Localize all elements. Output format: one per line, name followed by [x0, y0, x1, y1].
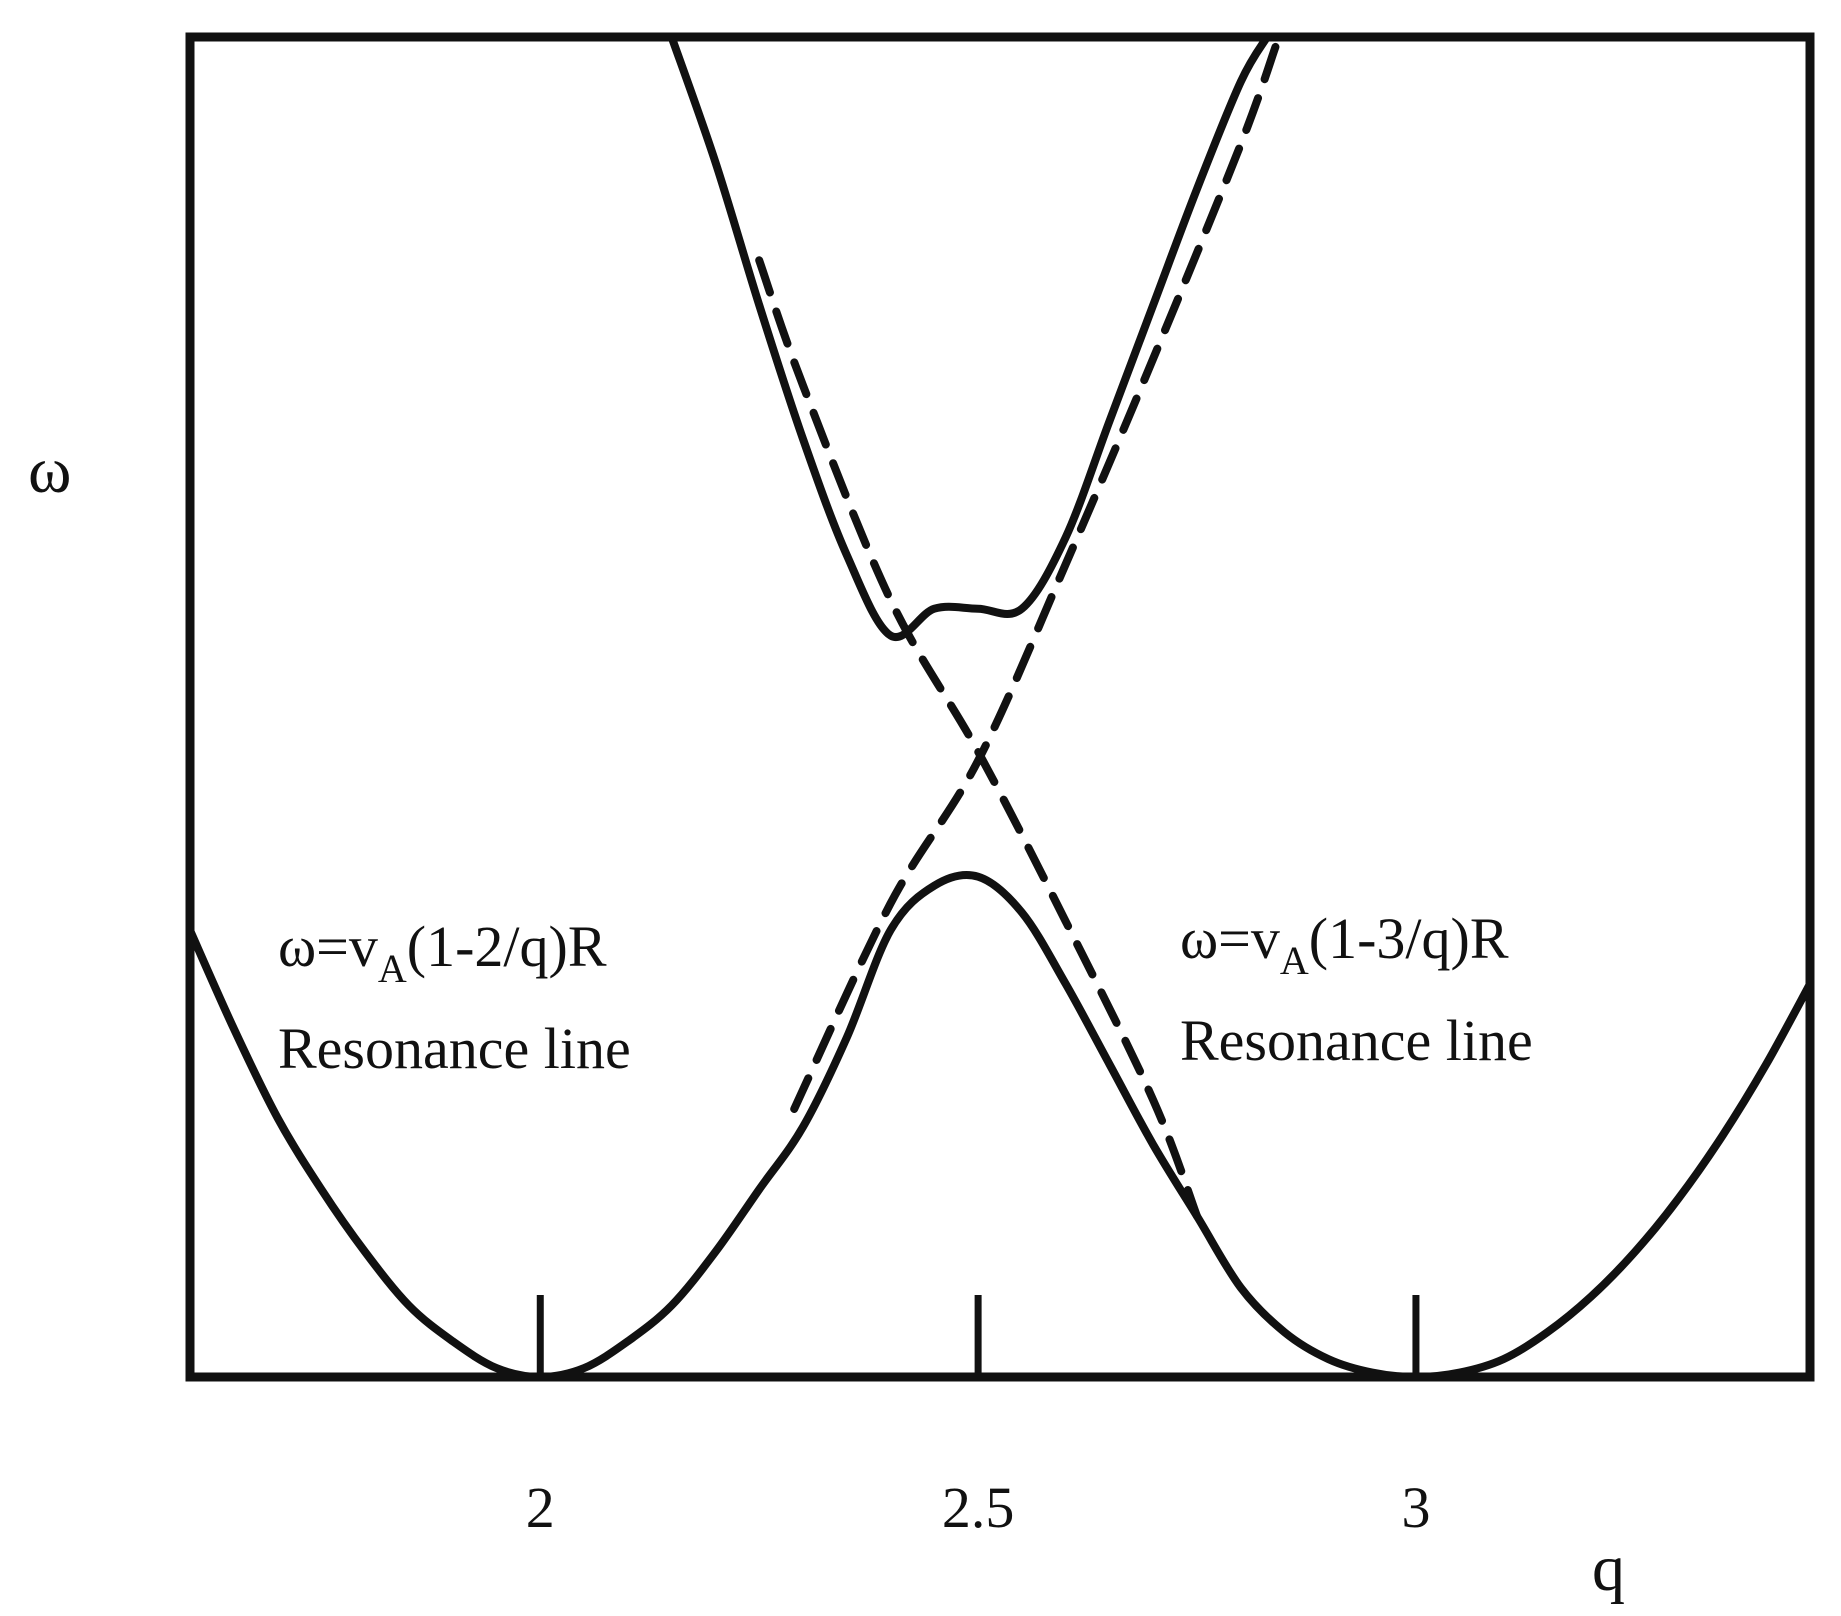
left-formula-suffix: (1-2/q)R [407, 914, 607, 979]
right-formula-prefix: ω=v [1180, 906, 1280, 971]
continuum-branch-solid-1 [667, 37, 1272, 642]
resonance-line-dashed-2 [790, 41, 1280, 1113]
x-tick-label-2: 3 [1401, 1475, 1430, 1540]
x-axis-label: q [1592, 1532, 1625, 1605]
tick-layer: 2 2.5 3 [526, 1295, 1430, 1540]
y-axis-label: ω [28, 434, 71, 507]
left-resonance-label: Resonance line [278, 1016, 631, 1081]
resonance-line-dashed-3 [755, 256, 1201, 1221]
left-formula-prefix: ω=v [278, 914, 378, 979]
left-resonance-formula: ω=vA(1-2/q)R [278, 914, 607, 991]
x-tick-label-0: 2 [526, 1475, 555, 1540]
right-resonance-label: Resonance line [1180, 1008, 1533, 1073]
right-resonance-formula: ω=vA(1-3/q)R [1180, 906, 1509, 983]
plot-frame [185, 32, 1815, 1382]
x-tick-label-1: 2.5 [942, 1475, 1015, 1540]
continuum-branch-solid-0 [190, 870, 1810, 1377]
right-formula-subscript: A [1280, 938, 1309, 983]
series-layer [190, 37, 1810, 1377]
left-formula-subscript: A [378, 946, 407, 991]
right-formula-suffix: (1-3/q)R [1309, 906, 1509, 971]
